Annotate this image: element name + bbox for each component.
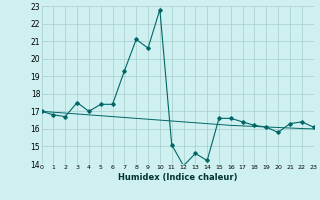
X-axis label: Humidex (Indice chaleur): Humidex (Indice chaleur) [118, 173, 237, 182]
